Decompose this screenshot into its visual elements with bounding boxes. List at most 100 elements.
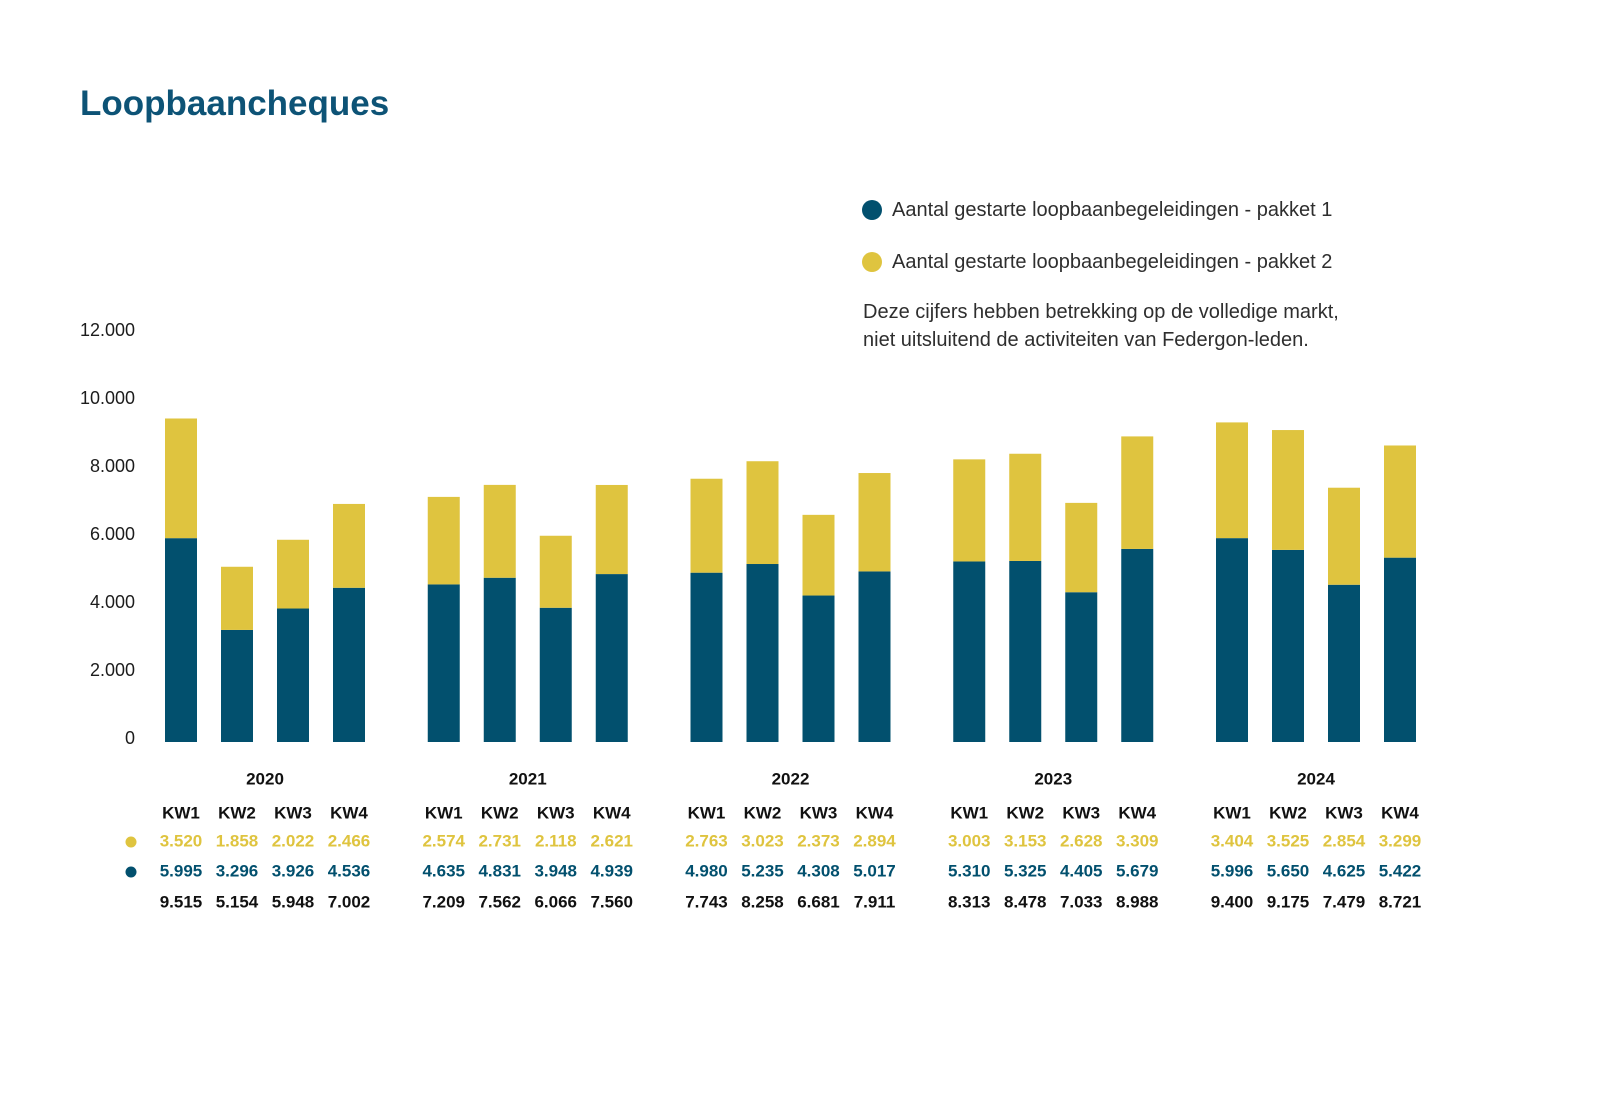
quarter-header: KW2 (744, 804, 782, 823)
quarter-header: KW3 (274, 804, 312, 823)
quarter-header: KW1 (688, 804, 726, 823)
y-tick-label: 0 (125, 728, 135, 748)
quarter-header: KW4 (330, 804, 368, 823)
bar-pakket-2-2023-kw1 (953, 459, 986, 562)
bar-pakket-1-2024-kw2 (1272, 549, 1304, 742)
value-pakket-1-2021-kw1: 4.635 (422, 862, 465, 881)
bar-pakket-2-2020-kw3 (277, 539, 309, 609)
value-pakket-2-2021-kw3: 2.118 (535, 832, 577, 851)
data-table: 2020 KW1 3.520 5.995 9.515 KW2 1.858 3.296 5.154… (125, 770, 1422, 912)
value-pakket-1-2021-kw2: 4.831 (478, 862, 521, 881)
value-pakket-2-2024-kw1: 3.404 (1211, 832, 1254, 851)
value-total-2021-kw3: 6.066 (534, 893, 577, 912)
value-total-2023-kw1: 8.313 (948, 893, 991, 912)
quarter-header: KW4 (856, 804, 894, 823)
bar-pakket-1-2021-kw2 (483, 577, 516, 742)
quarter-header: KW1 (1213, 804, 1251, 823)
value-pakket-1-2022-kw3: 4.308 (797, 862, 840, 881)
value-pakket-1-2022-kw4: 5.017 (853, 862, 896, 881)
y-tick-label: 4.000 (90, 592, 135, 612)
legend-label-pakket-1: Aantal gestarte loopbaanbegeleidingen - … (892, 199, 1333, 221)
quarter-header: KW2 (481, 804, 519, 823)
y-tick-label: 2.000 (90, 660, 135, 680)
year-label: 2021 (509, 770, 547, 789)
value-total-2024-kw4: 8.721 (1379, 893, 1422, 912)
quarter-header: KW4 (1118, 804, 1156, 823)
bar-pakket-1-2021-kw1 (427, 584, 460, 742)
legend-dot-pakket-2 (862, 252, 882, 272)
bar-pakket-1-2022-kw3 (802, 595, 835, 742)
legend-dot-pakket-1 (862, 200, 882, 220)
bar-pakket-1-2024-kw1 (1216, 538, 1248, 742)
value-pakket-1-2021-kw4: 4.939 (590, 862, 633, 881)
quarter-header: KW3 (800, 804, 838, 823)
bar-pakket-2-2022-kw2 (746, 461, 779, 565)
bar-pakket-1-2024-kw3 (1328, 584, 1360, 742)
value-pakket-1-2022-kw2: 5.235 (741, 862, 784, 881)
value-pakket-2-2024-kw2: 3.525 (1267, 832, 1310, 851)
value-total-2024-kw2: 9.175 (1267, 893, 1310, 912)
value-total-2021-kw2: 7.562 (478, 893, 521, 912)
value-total-2023-kw3: 7.033 (1060, 893, 1103, 912)
value-pakket-2-2024-kw4: 3.299 (1379, 832, 1422, 851)
value-pakket-1-2023-kw4: 5.679 (1116, 862, 1159, 881)
chart-note-line: Deze cijfers hebben betrekking op de vol… (863, 301, 1339, 323)
quarter-header: KW2 (1269, 804, 1307, 823)
legend-item-pakket-1: Aantal gestarte loopbaanbegeleidingen - … (862, 198, 1332, 222)
bar-pakket-2-2020-kw4 (333, 503, 365, 588)
quarter-header: KW3 (1325, 804, 1363, 823)
bar-pakket-1-2023-kw1 (953, 561, 986, 742)
value-pakket-1-2020-kw2: 3.296 (216, 862, 259, 881)
legend-label-pakket-2: Aantal gestarte loopbaanbegeleidingen - … (892, 251, 1333, 273)
bar-pakket-1-2022-kw4 (858, 571, 891, 742)
bar-pakket-2-2021-kw3 (539, 535, 572, 608)
value-total-2020-kw3: 5.948 (272, 893, 315, 912)
bar-pakket-2-2021-kw4 (595, 484, 628, 575)
y-tick-label: 12.000 (80, 320, 135, 340)
value-pakket-1-2023-kw1: 5.310 (948, 862, 991, 881)
bar-pakket-2-2022-kw1 (690, 478, 723, 573)
value-pakket-2-2021-kw4: 2.621 (590, 832, 633, 851)
quarter-header: KW4 (593, 804, 631, 823)
bar-pakket-1-2021-kw4 (595, 574, 628, 742)
bar-pakket-2-2024-kw2 (1272, 430, 1304, 550)
bar-pakket-1-2021-kw3 (539, 607, 572, 742)
value-total-2022-kw3: 6.681 (797, 893, 840, 912)
year-label: 2022 (772, 770, 810, 789)
bar-pakket-2-2024-kw3 (1328, 487, 1360, 585)
y-tick-label: 10.000 (80, 388, 135, 408)
bar-pakket-2-2022-kw3 (802, 514, 835, 596)
chart-note-line: niet uitsluitend de activiteiten van Fed… (863, 329, 1309, 351)
value-pakket-2-2021-kw2: 2.731 (478, 832, 521, 851)
bar-pakket-1-2023-kw2 (1009, 560, 1042, 742)
value-pakket-2-2020-kw4: 2.466 (328, 832, 371, 851)
value-pakket-1-2024-kw2: 5.650 (1267, 862, 1310, 881)
value-pakket-2-2023-kw4: 3.309 (1116, 832, 1159, 851)
bar-pakket-1-2023-kw4 (1121, 548, 1154, 742)
row-dot-pakket-2 (125, 836, 137, 848)
value-pakket-2-2022-kw3: 2.373 (797, 832, 840, 851)
bar-pakket-2-2024-kw1 (1216, 422, 1248, 539)
value-total-2022-kw4: 7.911 (854, 893, 896, 912)
bar-pakket-2-2023-kw3 (1065, 502, 1098, 593)
bar-pakket-1-2020-kw4 (333, 587, 365, 742)
bar-pakket-2-2022-kw4 (858, 473, 891, 572)
value-pakket-1-2020-kw3: 3.926 (272, 862, 315, 881)
value-total-2020-kw2: 5.154 (216, 893, 259, 912)
year-label: 2020 (246, 770, 284, 789)
value-pakket-1-2024-kw3: 4.625 (1323, 862, 1366, 881)
value-total-2020-kw4: 7.002 (328, 893, 371, 912)
legend-item-pakket-2: Aantal gestarte loopbaanbegeleidingen - … (862, 250, 1332, 274)
value-total-2022-kw2: 8.258 (741, 893, 784, 912)
quarter-header: KW2 (1006, 804, 1044, 823)
value-total-2021-kw4: 7.560 (590, 893, 633, 912)
value-pakket-2-2023-kw1: 3.003 (948, 832, 991, 851)
value-total-2023-kw4: 8.988 (1116, 893, 1159, 912)
value-pakket-1-2020-kw4: 4.536 (328, 862, 371, 881)
y-tick-label: 8.000 (90, 456, 135, 476)
value-pakket-1-2023-kw3: 4.405 (1060, 862, 1103, 881)
bar-pakket-2-2020-kw2 (221, 566, 253, 630)
bar-pakket-1-2020-kw1 (165, 538, 197, 742)
row-dot-pakket-1 (125, 866, 137, 878)
value-total-2024-kw3: 7.479 (1323, 893, 1366, 912)
